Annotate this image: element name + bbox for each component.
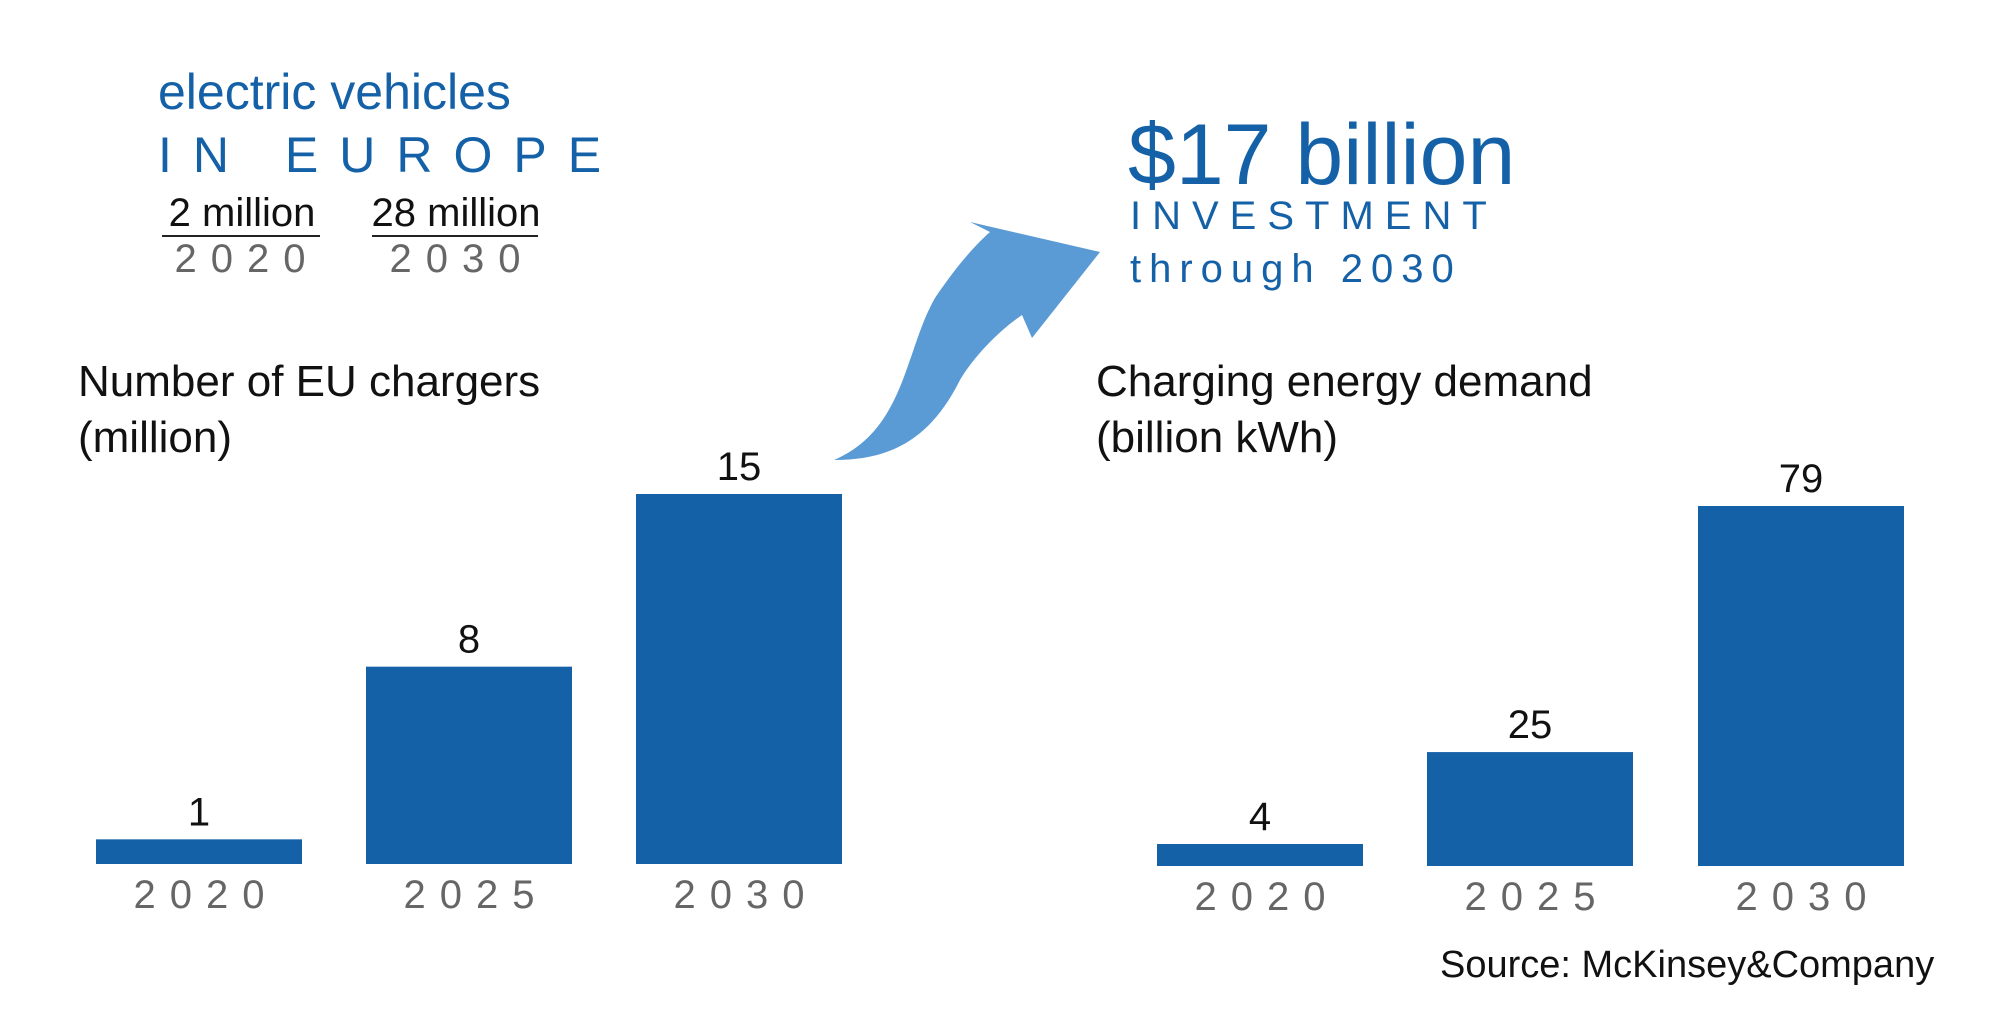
chart-2-data-label-2025: 25 <box>1508 703 1553 747</box>
chart-1-bar-2030 <box>636 494 842 864</box>
ev-stat-value-2020: 2 million <box>168 191 316 235</box>
chart-2-bar-2030 <box>1698 506 1904 866</box>
chart-1-category-label-2025: 2025 <box>404 873 549 917</box>
investment-through: through 2030 <box>1130 247 1462 291</box>
chart-1-title: Number of EU chargers <box>78 357 541 406</box>
chart-2-category-label-2030: 2030 <box>1736 875 1881 919</box>
ev-stat-value-2030: 28 million <box>371 191 541 235</box>
chart-1-data-label-2020: 1 <box>188 790 210 834</box>
chart-2-data-label-2030: 79 <box>1779 457 1824 501</box>
source-note: Source: McKinsey&Company <box>1440 944 1935 986</box>
chart-2-bar-2020 <box>1157 844 1363 866</box>
investment-amount: $17 billion <box>1128 107 1516 203</box>
ev-stat-rule-2030 <box>372 235 538 237</box>
chart-1-bar-2020 <box>96 839 302 864</box>
investment-label: INVESTMENT <box>1130 194 1498 238</box>
chart-1-subtitle: (million) <box>78 413 232 462</box>
ev-subtitle: IN EUROPE <box>158 127 623 183</box>
chart-2-title: Charging energy demand <box>1096 357 1593 406</box>
chart-2-subtitle: (billion kWh) <box>1096 413 1339 462</box>
ev-title: electric vehicles <box>158 64 511 120</box>
chart-2-category-label-2025: 2025 <box>1465 875 1610 919</box>
chart-2-data-label-2020: 4 <box>1249 795 1271 839</box>
chart-1-data-label-2025: 8 <box>458 618 480 662</box>
ev-stat-year-2020: 2020 <box>174 237 320 281</box>
ev-stat-rule-2020 <box>162 235 320 237</box>
chart-1-category-label-2030: 2030 <box>674 873 819 917</box>
growth-arrow-icon <box>834 222 1100 460</box>
chart-1-bar-2025 <box>366 666 572 864</box>
ev-stat-year-2030: 2030 <box>389 237 535 281</box>
chart-2-category-label-2020: 2020 <box>1195 875 1340 919</box>
chart-1-data-label-2030: 15 <box>717 445 762 489</box>
chart-2-bar-2025 <box>1427 752 1633 866</box>
chart-1-category-label-2020: 2020 <box>134 873 279 917</box>
